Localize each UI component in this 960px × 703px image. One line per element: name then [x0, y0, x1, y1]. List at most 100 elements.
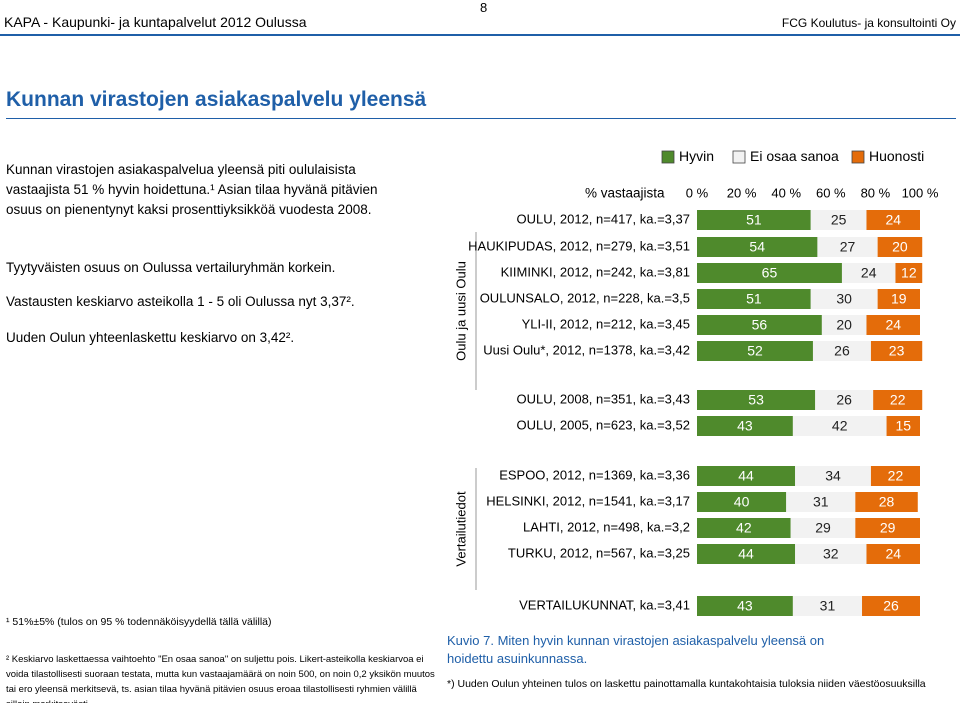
data-label: 34	[825, 468, 841, 484]
bar-segment	[697, 596, 793, 616]
paragraph: Vastausten keskiarvo asteikolla 1 - 5 ol…	[6, 294, 355, 309]
bar-segment	[841, 263, 896, 283]
category-label: LAHTI, 2012, n=498, ka.=3,2	[523, 519, 690, 534]
bar-segment	[866, 544, 920, 564]
category-label: HAUKIPUDAS, 2012, n=279, ka.=3,51	[468, 238, 690, 253]
data-label: 65	[762, 265, 778, 281]
header-left: KAPA - Kaupunki- ja kuntapalvelut 2012 O…	[4, 14, 307, 30]
x-tick-label: 100 %	[902, 185, 939, 200]
legend-label: Hyvin	[679, 148, 714, 164]
category-label: OULU, 2012, n=417, ka.=3,37	[517, 211, 690, 226]
data-label: 27	[840, 239, 856, 255]
bar-segment	[895, 263, 923, 283]
bar-segment	[697, 237, 818, 257]
x-tick-label: 40 %	[771, 185, 801, 200]
data-label: 40	[734, 494, 750, 510]
data-label: 29	[815, 520, 831, 536]
data-label: 24	[885, 317, 901, 333]
data-label: 20	[892, 239, 908, 255]
data-label: 31	[813, 494, 829, 510]
category-label: HELSINKI, 2012, n=1541, ka.=3,17	[486, 493, 690, 508]
bar-segment	[855, 492, 918, 512]
figure-caption: Kuvio 7. Miten hyvin kunnan virastojen a…	[447, 633, 825, 666]
data-label: 44	[738, 546, 754, 562]
data-label: 42	[832, 418, 848, 434]
data-label: 20	[836, 317, 852, 333]
category-label: TURKU, 2012, n=567, ka.=3,25	[508, 545, 690, 560]
bar-segment	[697, 544, 796, 564]
data-label: 31	[820, 598, 836, 614]
bar-segment	[795, 544, 867, 564]
legend-swatch	[732, 150, 746, 164]
category-label: ESPOO, 2012, n=1369, ka.=3,36	[499, 467, 690, 482]
bar-segment	[862, 596, 920, 616]
bar-segment	[697, 341, 813, 361]
data-label: 22	[888, 468, 904, 484]
data-label: 24	[885, 212, 901, 228]
legend-swatch	[851, 150, 865, 164]
data-label: 26	[834, 343, 850, 359]
data-label: 26	[883, 598, 899, 614]
x-axis-label: % vastaajista	[585, 186, 665, 201]
data-label: 43	[737, 418, 753, 434]
x-tick-label: 0 %	[686, 185, 709, 200]
paragraph: Tyytyväisten osuus on Oulussa vertailury…	[6, 260, 336, 275]
bar-segment	[697, 466, 796, 486]
bar-segment	[697, 416, 793, 436]
bar-segment	[870, 341, 923, 361]
page-number: 8	[480, 0, 488, 15]
header-rule	[0, 34, 960, 36]
data-label: 25	[831, 212, 847, 228]
bar-segment	[810, 210, 867, 230]
bar-segment	[886, 416, 920, 436]
page-title: Kunnan virastojen asiakaspalvelu yleensä	[6, 88, 427, 111]
bar-segment	[792, 416, 887, 436]
bar-segment	[697, 210, 811, 230]
bar-segment	[877, 289, 920, 309]
data-label: 24	[861, 265, 877, 281]
group-label: Oulu ja uusi Oulu	[453, 261, 468, 361]
bar-segment	[697, 289, 811, 309]
figure-note: *) Uuden Oulun yhteinen tulos on laskett…	[447, 678, 926, 690]
data-label: 12	[901, 265, 917, 281]
footnote: ¹ 51%±5% (tulos on 95 % todennäköisyydel…	[6, 616, 272, 628]
legend-label: Huonosti	[869, 148, 924, 164]
bar-segment	[817, 237, 878, 257]
bar-segment	[877, 237, 923, 257]
data-label: 42	[736, 520, 752, 536]
data-label: 53	[748, 392, 764, 408]
bar-segment	[873, 390, 923, 410]
title-rule	[6, 118, 956, 119]
category-label: Uusi Oulu*, 2012, n=1378, ka.=3,42	[483, 342, 690, 357]
data-label: 22	[890, 392, 906, 408]
x-tick-label: 20 %	[727, 185, 757, 200]
bar-segment	[815, 390, 874, 410]
bar-segment	[697, 492, 787, 512]
bar-segment	[810, 289, 878, 309]
group-label: Vertailutiedot	[453, 491, 468, 567]
x-tick-label: 80 %	[861, 185, 891, 200]
footnote: ² Keskiarvo laskettaessa vaihtoehto "En …	[6, 654, 435, 703]
data-label: 30	[836, 291, 852, 307]
x-tick-label: 60 %	[816, 185, 846, 200]
legend-label: Ei osaa sanoa	[750, 148, 839, 164]
data-label: 23	[889, 343, 905, 359]
category-label: OULU, 2008, n=351, ka.=3,43	[517, 391, 690, 406]
bar-segment	[697, 518, 791, 538]
data-label: 44	[738, 468, 754, 484]
data-label: 54	[749, 239, 765, 255]
header-right: FCG Koulutus- ja konsultointi Oy	[781, 16, 956, 30]
data-label: 15	[895, 418, 911, 434]
paragraph: Uuden Oulun yhteenlaskettu keskiarvo on …	[6, 330, 295, 345]
category-label: YLI-II, 2012, n=212, ka.=3,45	[522, 316, 690, 331]
legend-swatch	[661, 150, 675, 164]
bar-segment	[790, 518, 856, 538]
bar-segment	[812, 341, 871, 361]
data-label: 29	[880, 520, 896, 536]
bar-segment	[870, 466, 920, 486]
bar-segment	[821, 315, 867, 335]
bar-segment	[866, 210, 920, 230]
data-label: 43	[737, 598, 753, 614]
data-label: 26	[836, 392, 852, 408]
